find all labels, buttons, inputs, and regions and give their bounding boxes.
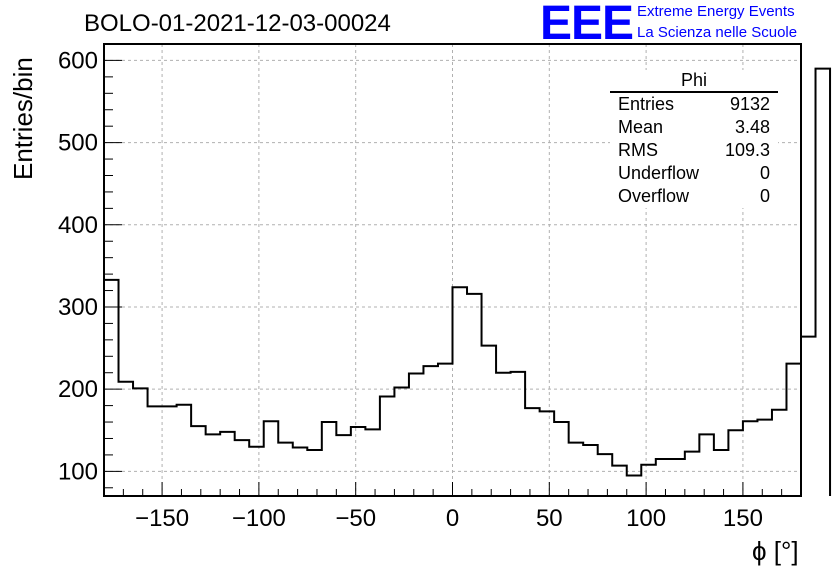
y-axis-label: Entries/bin: [8, 57, 38, 180]
stats-row-rms: RMS 109.3: [610, 139, 778, 162]
stats-value: 0: [759, 186, 770, 206]
x-tick-label: 0: [446, 505, 459, 532]
stats-row-overflow: Overflow 0: [610, 185, 778, 208]
stats-label: RMS: [618, 140, 658, 160]
stats-label: Entries: [618, 94, 675, 114]
logo-line-2: La Scienza nelle Scuole: [637, 24, 798, 41]
stats-row-entries: Entries 9132: [610, 93, 778, 116]
stats-label: Mean: [618, 117, 664, 137]
stats-title: Phi: [610, 70, 778, 93]
x-tick-label: 50: [536, 505, 563, 532]
stats-value: 3.48: [734, 117, 770, 137]
stats-value: 9132: [729, 94, 770, 114]
y-axis-ticks: 100 200 300 400 500 600: [58, 43, 122, 489]
x-tick-label: 150: [723, 505, 763, 532]
x-tick-label: 100: [626, 505, 666, 532]
histogram-line: [104, 67, 832, 496]
stats-row-underflow: Underflow 0: [610, 162, 778, 185]
x-tick-label: −50: [335, 505, 376, 532]
x-axis-label: ϕ [°]: [752, 536, 799, 566]
stats-value: 0: [759, 163, 770, 183]
stats-row-mean: Mean 3.48: [610, 116, 778, 139]
x-axis-ticks: −150 −100 −50 0 50 100 150: [103, 482, 802, 532]
y-tick-label: 600: [58, 47, 98, 74]
eee-logo: EEE: [540, 0, 634, 50]
y-tick-label: 200: [58, 376, 98, 403]
y-tick-label: 500: [58, 130, 98, 157]
y-tick-label: 100: [58, 458, 98, 485]
stats-box: Phi Entries 9132 Mean 3.48 RMS 109.3 Und…: [610, 70, 778, 208]
stats-label: Overflow: [618, 186, 690, 206]
chart-title: BOLO-01-2021-12-03-00024: [84, 10, 391, 37]
stats-label: Underflow: [618, 163, 700, 183]
y-tick-label: 400: [58, 212, 98, 239]
x-tick-label: −100: [232, 505, 286, 532]
logo-line-1: Extreme Energy Events: [637, 3, 795, 20]
y-tick-label: 300: [58, 294, 98, 321]
stats-value: 109.3: [724, 140, 770, 160]
x-tick-label: −150: [135, 505, 189, 532]
